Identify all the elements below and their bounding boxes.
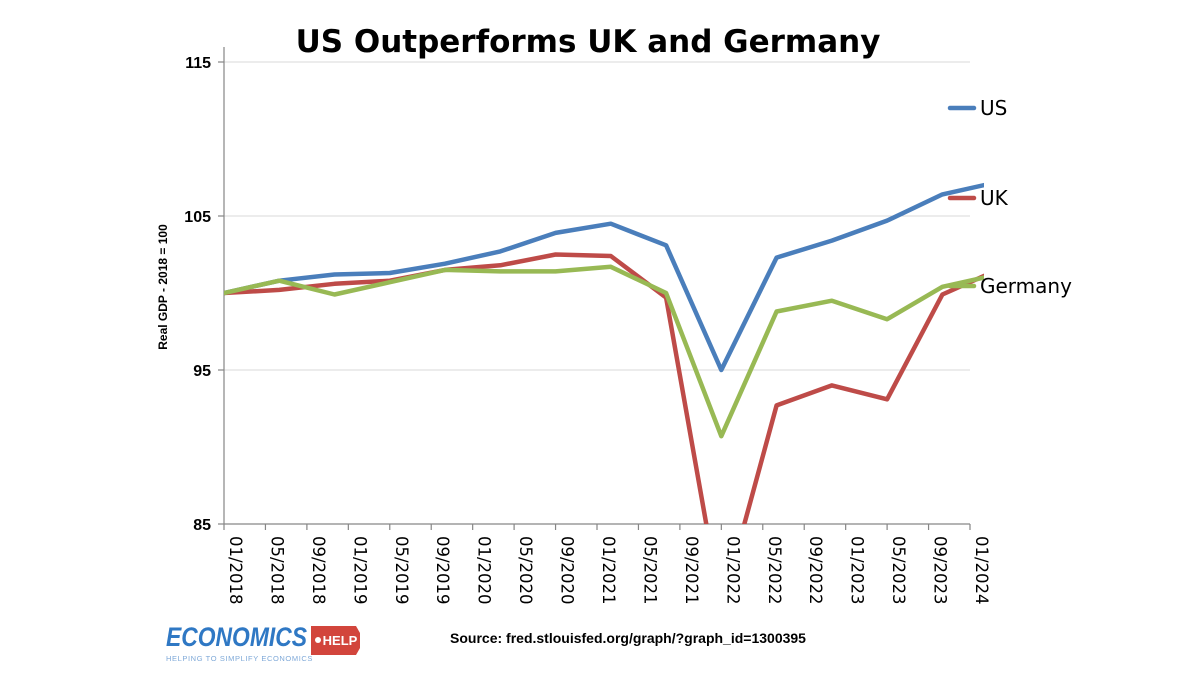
legend-label-us: US	[980, 96, 1007, 120]
x-tick-label: 09/2019	[433, 536, 452, 605]
x-tick-label: 05/2023	[889, 536, 908, 605]
gridlines	[218, 61, 970, 525]
y-tick-label: 115	[185, 55, 211, 72]
y-tick-label: 95	[193, 363, 211, 380]
y-tick-labels: 85 95 105 115	[184, 55, 211, 534]
x-tick-label: 01/2022	[723, 536, 742, 605]
chart-title: US Outperforms UK and Germany	[296, 24, 881, 60]
x-tick-label: 05/2021	[640, 536, 659, 605]
legend-label-germany: Germany	[980, 274, 1072, 298]
series-line-germany	[224, 264, 984, 439]
legend-label-uk: UK	[980, 186, 1009, 210]
y-tick-label: 105	[184, 209, 211, 226]
source-note: Source: fred.stlouisfed.org/graph/?graph…	[450, 630, 806, 646]
logo-tag-hole	[315, 637, 321, 643]
series-line-us	[224, 182, 984, 373]
x-tick-label: 09/2021	[682, 536, 701, 605]
x-tick-label: 01/2019	[350, 536, 369, 605]
x-tick-label: 09/2023	[931, 536, 950, 605]
x-tick-label: 05/2022	[765, 536, 784, 605]
logo-tag-text: HELP	[323, 633, 358, 648]
series-lines	[224, 182, 984, 524]
x-tick-label: 05/2020	[516, 536, 535, 605]
legend: US UK Germany	[947, 96, 1072, 298]
x-tick-labels: 01/2018 05/2018 09/2018 01/2019 05/2019 09/20…	[223, 524, 991, 605]
y-axis-label: Real GDP - 2018 = 100	[156, 224, 170, 350]
x-tick-label: 01/2021	[599, 536, 618, 605]
x-tick-label: 01/2024	[972, 536, 991, 605]
y-tick-label: 85	[193, 517, 211, 534]
x-tick-label: 01/2018	[226, 536, 245, 605]
x-tick-label: 05/2019	[392, 536, 411, 605]
logo-tag-shape	[311, 626, 360, 655]
logo-word: ECONOMICS	[166, 622, 307, 652]
logo-tagline: HELPING TO SIMPLIFY ECONOMICS	[166, 654, 313, 663]
x-tick-label: 09/2022	[806, 536, 825, 605]
x-tick-label: 01/2023	[848, 536, 867, 605]
x-tick-label: 05/2018	[267, 536, 286, 605]
x-tick-label: 01/2020	[475, 536, 494, 605]
economics-help-logo: ECONOMICS HELP HELPING TO SIMPLIFY ECONO…	[166, 622, 360, 663]
x-tick-label: 09/2020	[558, 536, 577, 605]
x-tick-label: 09/2018	[309, 536, 328, 605]
